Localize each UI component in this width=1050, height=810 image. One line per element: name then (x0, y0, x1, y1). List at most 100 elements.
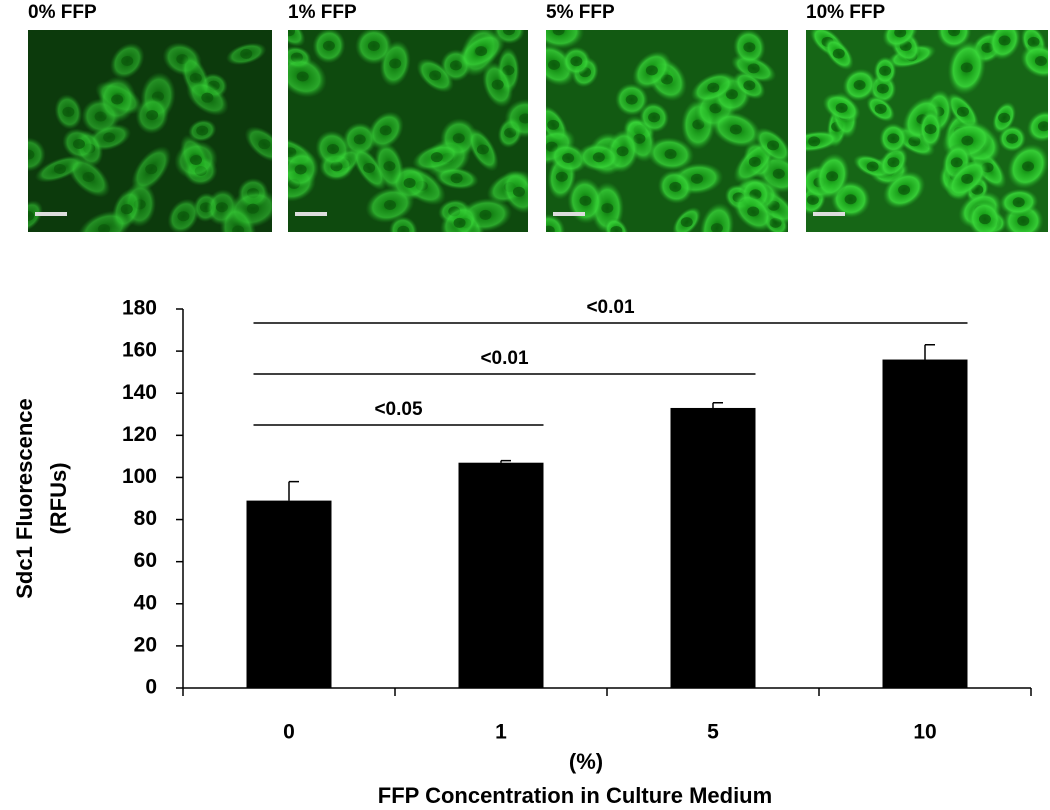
nucleus (887, 157, 900, 168)
nucleus (601, 203, 614, 214)
nucleus (353, 134, 366, 145)
nucleus (177, 211, 190, 222)
nucleus (296, 71, 309, 82)
nucleus (669, 181, 682, 192)
nucleus (743, 42, 756, 53)
nucleus (743, 80, 756, 91)
significance-label: <0.01 (586, 297, 635, 318)
micrograph (546, 30, 788, 232)
nucleus (475, 46, 488, 57)
nucleus (429, 70, 442, 81)
y-tick-label: 20 (134, 633, 157, 656)
micrograph-content (288, 30, 528, 232)
scale-bar (295, 212, 327, 216)
nucleus (453, 217, 466, 228)
nucleus (246, 203, 259, 214)
nucleus (707, 82, 720, 93)
nucleus (690, 173, 703, 184)
nucleus (844, 194, 857, 205)
nucleus (288, 30, 295, 37)
micrographs: 0% FFP 1% FFP 5% FFP 10% FFP (28, 2, 1048, 232)
scale-bar (35, 212, 67, 216)
nucleus (120, 204, 133, 215)
nucleus (322, 40, 335, 51)
scale-bar (813, 212, 845, 216)
nucleus (379, 125, 392, 136)
nucleus (664, 149, 677, 160)
nucleus (196, 125, 209, 136)
nucleus (898, 184, 911, 195)
y-axis-label: Sdc1 Fluorescence (RFUs) (12, 398, 71, 599)
bar-chart: 0 20 40 60 80 100 120 140 160 180 0 1 5 10 <0.05 <0.01 <… (12, 297, 1032, 808)
nucleus (383, 199, 396, 210)
nucleus (403, 177, 416, 188)
nucleus (680, 217, 693, 228)
y-tick-label: 120 (122, 423, 157, 446)
nucleus (491, 79, 504, 90)
nucleus (232, 225, 245, 232)
nucleus (874, 103, 887, 114)
bar (670, 407, 756, 688)
nucleus (729, 124, 742, 135)
nucleus (121, 56, 134, 67)
nucleus (146, 110, 159, 121)
significance-label: <0.05 (374, 399, 423, 420)
nucleus (28, 210, 35, 221)
nucleus (747, 63, 760, 74)
nucleus (1022, 161, 1035, 172)
micrograph-content (28, 30, 272, 232)
nucleus (82, 171, 95, 182)
nucleus (450, 173, 463, 184)
nucleus (887, 133, 900, 144)
x-axis-unit: (%) (569, 749, 603, 774)
nucleus (327, 143, 340, 154)
nucleus (592, 152, 605, 163)
bar (246, 500, 332, 688)
bar (882, 359, 968, 688)
nucleus (512, 186, 525, 197)
y-tick-label: 60 (134, 549, 157, 572)
nucleus (648, 112, 661, 123)
nucleus (258, 139, 271, 150)
nucleus (367, 41, 380, 52)
nucleus (503, 30, 516, 36)
x-axis-label: FFP Concentration in Culture Medium (378, 783, 772, 808)
nucleus (879, 65, 892, 76)
y-tick-label: 180 (122, 297, 157, 320)
nucleus (748, 156, 761, 167)
nucleus (998, 112, 1011, 123)
error-bar (288, 480, 299, 501)
y-tick-label: 40 (134, 591, 157, 614)
y-tick-label: 0 (145, 676, 157, 699)
nucleus (961, 173, 974, 184)
nucleus (956, 106, 969, 117)
nucleus (767, 140, 780, 151)
nucleus (546, 225, 555, 232)
x-tick-label: 1 (495, 721, 507, 744)
nucleus (832, 48, 845, 59)
nucleus (1034, 55, 1047, 66)
nucleus (28, 149, 35, 160)
nucleus (1037, 121, 1048, 132)
panel-label: 0% FFP (28, 2, 97, 23)
nucleus (960, 62, 973, 73)
nucleus (555, 171, 568, 182)
error-bar (712, 401, 723, 408)
significance-label: <0.01 (480, 348, 529, 369)
nucleus (111, 94, 124, 105)
nucleus (808, 136, 821, 147)
error-bar (924, 344, 935, 360)
nucleus (62, 106, 75, 117)
nucleus (826, 171, 839, 182)
nucleus (876, 83, 889, 94)
nucleus (772, 168, 785, 179)
nucleus (53, 163, 66, 174)
nucleus (853, 79, 866, 90)
nucleus (479, 209, 492, 220)
nucleus (610, 225, 623, 232)
nucleus (389, 58, 402, 69)
nucleus (548, 59, 561, 70)
micrograph (806, 30, 1048, 232)
nucleus (397, 225, 410, 232)
nucleus (145, 164, 158, 175)
